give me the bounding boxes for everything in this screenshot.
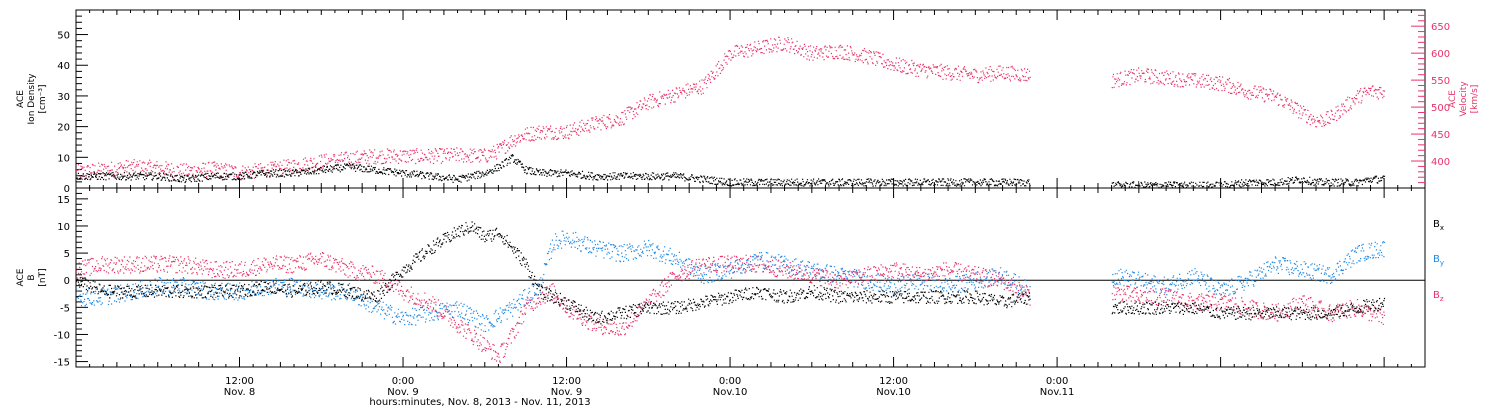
panel-frame [75,9,1426,189]
legend-by: By [1433,254,1444,267]
x-tick-date: Nov.11 [1040,387,1075,398]
by-series-points [76,230,1386,333]
left-axis-label-line: ACE [16,268,26,286]
left-axis-label-line: [nT] [38,268,48,286]
legend-bz: Bz [1433,290,1444,303]
bottom-panel: -15 -10 -5 0 5 10 15 ACE B [nT] [16,187,1426,369]
x-tick-date: Nov.10 [876,387,911,398]
x-tick-time: 12:00 [552,376,581,387]
left-axis-label-line: ACE [16,90,26,108]
x-tick-date: Nov. 9 [387,387,418,398]
left-tick-label: 10 [57,222,70,233]
right-tick-label: 400 [1431,157,1450,168]
x-tick-time: 0:00 [719,376,741,387]
x-tick-time: 12:00 [879,376,908,387]
right-tick-label: 500 [1431,103,1450,114]
x-tick-date: Nov. 8 [224,387,255,398]
x-tick-time: 12:00 [225,376,254,387]
right-axis-label-line: ACE [1448,90,1458,108]
left-tick-label: -10 [54,330,70,341]
left-tick-label: 10 [57,153,70,164]
x-tick-time: 0:00 [392,376,414,387]
left-tick-label: 15 [57,195,70,206]
left-tick-label: 40 [57,61,70,72]
by-series [76,230,1386,333]
x-tick-date: Nov. 9 [551,387,582,398]
x-tick-date: Nov.10 [713,387,748,398]
velocity-series-points [76,36,1386,180]
left-axis-label: ACE Ion Density [cm⁻³] [16,73,48,125]
left-tick-label: 50 [57,31,70,42]
bx-series-points [76,221,1386,325]
b-legend: Bx By Bz [1433,219,1444,303]
left-tick-label: 30 [57,92,70,103]
left-axis-label-line: B [27,274,37,280]
right-tick-label: 550 [1431,76,1450,87]
velocity-series [76,36,1386,180]
left-axis-label-line: Ion Density [27,73,37,125]
right-axis-label-line: [km/s] [1470,85,1480,114]
left-tick-label: -15 [54,358,70,369]
left-tick-label: 5 [64,249,70,260]
right-axis-label-line: Velocity [1459,81,1469,117]
right-tick-label: 650 [1431,22,1450,33]
left-axis-label: ACE B [nT] [16,268,48,286]
left-tick-label: 20 [57,123,70,134]
left-axis-label-line: [cm⁻³] [38,84,48,113]
right-tick-label: 450 [1431,130,1450,141]
x-axis-label: hours:minutes, Nov. 8, 2013 - Nov. 11, 2… [369,397,590,408]
bz-series-points [76,252,1386,363]
bz-series [76,252,1386,363]
legend-bx: Bx [1433,219,1444,232]
left-tick-label: -5 [60,303,70,314]
left-tick-label: 0 [64,184,70,195]
x-tick-time: 0:00 [1046,376,1068,387]
panel-frame [75,187,1426,368]
right-axis-label: ACE Velocity [km/s] [1448,81,1480,117]
left-tick-label: 0 [64,276,70,287]
bx-series [76,221,1386,325]
right-tick-label: 600 [1431,49,1450,60]
